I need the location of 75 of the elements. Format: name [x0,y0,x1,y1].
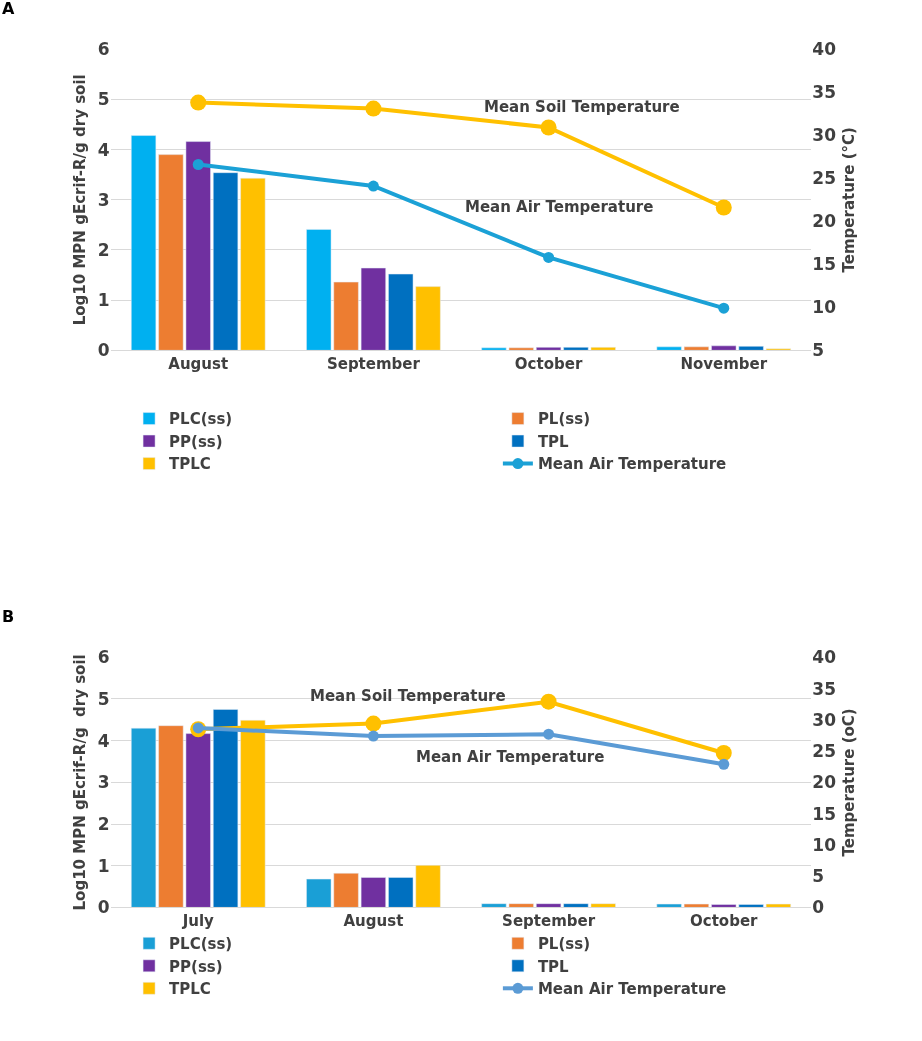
legend-label: TPLC [169,980,211,999]
legend-label: PL(ss) [537,410,591,429]
x-tick-label: September [326,355,421,374]
point [543,251,555,263]
y-tick-label: 0 [97,340,110,361]
y2-tick-label: 5 [812,340,825,361]
y2-tick-label: 10 [812,297,837,318]
y-tick-label: 3 [97,189,110,210]
y2-tick-label: 35 [812,678,837,699]
legend-label: Mean Air Temperature [537,980,727,999]
x-tick-label: October [690,912,759,931]
y-tick-label: 2 [97,239,110,260]
x-tick-label: October [514,355,583,374]
y2-tick-label: 25 [812,168,837,189]
text: B [2,607,15,626]
point [718,302,730,314]
y2-tick-label: 40 [812,39,837,60]
y2-tick-label: 30 [812,125,837,146]
legend-label: Mean Air Temperature [537,455,727,474]
y2-tick-label: 20 [812,211,837,232]
annotation: Mean Soil Temperature [484,98,680,116]
text: A [2,0,15,18]
legend-label: TPL [537,957,570,976]
y-tick-label: 4 [97,139,110,160]
legend-label: TPL [537,432,570,451]
legend-label: PLC(ss) [169,935,233,954]
y2-tick-label: 15 [812,254,837,275]
y2-axis-title: Temperature (°C) [840,127,859,273]
point [540,119,557,136]
y2-tick-label: 35 [812,82,837,103]
point [543,728,555,740]
y-axis-title: Log10 MPN gEcrif-R/g dry soil [71,654,90,911]
x-tick-label: August [168,355,229,374]
y-tick-label: 5 [97,89,110,110]
y2-tick-label: 25 [812,741,837,762]
point [190,94,207,111]
point [365,715,382,732]
point [365,100,382,117]
y-axis-title: Log10 MPN gEcrif-R/g dry soil [71,74,90,326]
legend-label: TPLC [169,455,211,474]
legend-label: PP(ss) [169,957,223,976]
y2-axis-title: Temperature (oC) [840,708,859,857]
y-tick-label: 5 [97,688,110,709]
y-tick-label: 0 [97,897,110,918]
y-tick-label: 1 [97,290,110,311]
annotation: Mean Air Temperature [416,748,605,766]
x-tick-label: September [502,912,596,931]
y-tick-label: 3 [97,772,110,793]
point [718,758,730,770]
x-tick-label: July [181,912,215,931]
point [715,199,732,216]
y-tick-label: 2 [97,814,110,834]
point [367,180,379,192]
y-tick-label: 6 [97,39,110,60]
legend-label: PP(ss) [169,432,223,451]
y2-tick-label: 0 [812,897,825,918]
annotation: Mean Air Temperature [465,198,654,216]
annotation: Mean Soil Temperature [310,687,506,705]
point [540,693,557,710]
y2-tick-label: 40 [812,647,837,668]
y2-tick-label: 5 [812,866,825,887]
y-tick-label: 4 [97,730,110,751]
y2-tick-label: 20 [812,772,837,793]
y-tick-label: 6 [97,647,110,668]
y2-tick-label: 15 [812,803,837,824]
y-tick-label: 1 [97,855,110,876]
x-tick-label: August [343,912,404,931]
y2-tick-label: 30 [812,709,837,730]
legend-label: PL(ss) [537,935,591,954]
legend-label: PLC(ss) [169,410,233,429]
point [192,159,204,171]
point [715,744,732,761]
point [367,730,379,742]
y2-tick-label: 10 [812,834,837,855]
x-tick-label: November [680,355,768,374]
